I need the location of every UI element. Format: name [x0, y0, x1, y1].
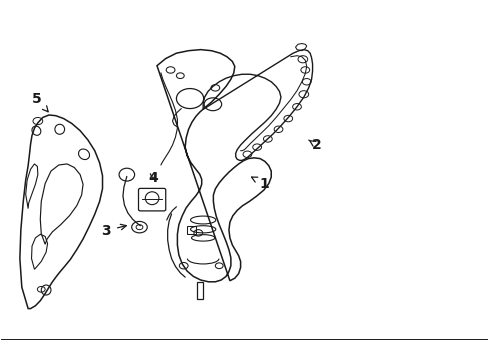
Text: 1: 1 [251, 176, 268, 190]
Bar [187, 226, 196, 234]
Text: 4: 4 [148, 171, 158, 185]
Text: 3: 3 [101, 224, 126, 238]
Text: 2: 2 [308, 138, 321, 152]
Text: 5: 5 [32, 91, 48, 112]
Bar [197, 282, 202, 299]
